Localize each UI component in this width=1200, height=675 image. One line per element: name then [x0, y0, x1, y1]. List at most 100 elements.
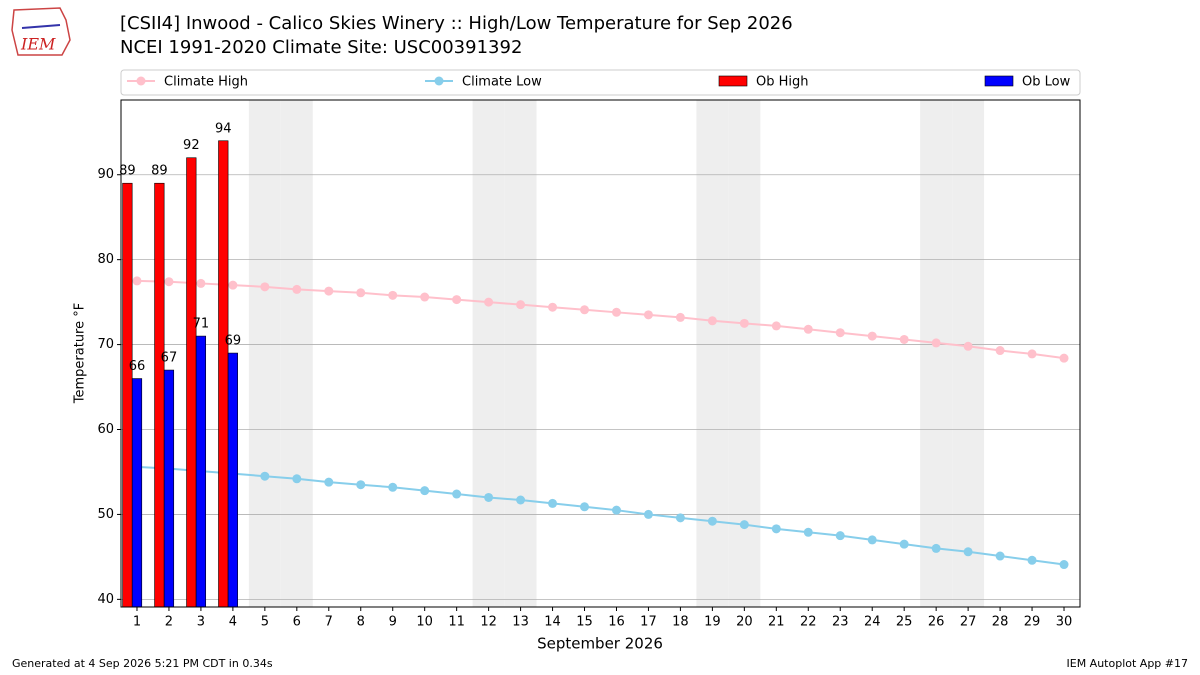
point	[388, 482, 398, 492]
data-label: 67	[161, 351, 178, 366]
bar	[122, 182, 133, 607]
y-tick-label: 90	[97, 167, 114, 182]
x-tick-label: 25	[896, 615, 913, 630]
data-label: 69	[225, 334, 242, 349]
point	[484, 492, 494, 502]
y-axis-label: Temperature °F	[73, 303, 88, 404]
point	[739, 318, 749, 328]
x-tick-label: 1	[133, 615, 141, 630]
weekend-band	[952, 100, 985, 607]
point	[452, 295, 462, 305]
x-tick-label: 12	[480, 615, 497, 630]
legend-label: Climate Low	[462, 75, 542, 90]
point	[452, 489, 462, 499]
x-tick-label: 18	[672, 615, 689, 630]
point	[164, 277, 174, 287]
x-tick-label: 4	[229, 615, 237, 630]
logo-outline	[11, 7, 71, 56]
point	[228, 280, 238, 290]
point	[420, 486, 430, 496]
data-label: 89	[151, 164, 168, 179]
footer-left: Generated at 4 Sep 2026 5:21 PM CDT in 0…	[12, 657, 273, 670]
point	[260, 471, 270, 481]
point	[675, 513, 685, 523]
weekend-band	[472, 100, 505, 607]
chart-subtitle: NCEI 1991-2020 Climate Site: USC00391392	[120, 37, 522, 58]
point	[132, 276, 142, 286]
bar	[186, 157, 197, 607]
bar	[154, 182, 165, 607]
weekend-band	[504, 100, 537, 607]
x-tick-label: 5	[261, 615, 269, 630]
x-tick-label: 30	[1056, 615, 1073, 630]
x-tick-label: 6	[293, 615, 301, 630]
weekend-band	[920, 100, 953, 607]
point	[388, 290, 398, 300]
weekend-band	[280, 100, 313, 607]
point	[420, 292, 430, 302]
point	[771, 321, 781, 331]
point	[835, 328, 845, 338]
point	[867, 331, 877, 341]
point	[324, 477, 334, 487]
point	[1059, 353, 1069, 363]
x-tick-label: 24	[864, 615, 881, 630]
y-tick-label: 80	[97, 252, 114, 267]
logo-line	[21, 24, 61, 29]
point	[963, 547, 973, 557]
point	[611, 505, 621, 515]
legend-label: Ob Low	[1022, 75, 1071, 90]
y-tick-label: 70	[97, 337, 114, 352]
bar	[131, 378, 143, 607]
y-tick-label: 60	[97, 422, 114, 437]
bar	[227, 352, 238, 607]
x-tick-label: 11	[448, 615, 465, 630]
x-tick-label: 28	[992, 615, 1009, 630]
point	[675, 312, 685, 322]
weekend-band	[728, 100, 761, 607]
weekend-band	[248, 100, 281, 607]
point	[643, 310, 653, 320]
point	[931, 338, 941, 348]
chart-title: [CSII4] Inwood - Calico Skies Winery :: …	[120, 13, 793, 34]
point	[739, 520, 749, 530]
point	[707, 316, 717, 326]
point	[516, 495, 526, 505]
legend-marker	[136, 76, 146, 86]
x-tick-label: 10	[416, 615, 433, 630]
weekend-band	[696, 100, 729, 607]
point	[867, 535, 877, 545]
data-label: 66	[129, 359, 146, 374]
x-tick-label: 19	[704, 615, 721, 630]
y-tick-label: 50	[97, 507, 114, 522]
x-axis-label: September 2026	[537, 635, 663, 653]
x-tick-label: 16	[608, 615, 625, 630]
point	[580, 502, 590, 512]
footer-right: IEM Autoplot App #17	[1067, 657, 1189, 670]
x-tick-label: 20	[736, 615, 753, 630]
point	[1059, 560, 1069, 570]
plot-frame	[120, 99, 1081, 608]
bar	[195, 335, 207, 607]
x-tick-label: 23	[832, 615, 849, 630]
point	[963, 341, 973, 351]
data-label: 92	[183, 138, 200, 153]
point	[484, 297, 494, 307]
x-tick-label: 13	[512, 615, 529, 630]
point	[931, 543, 941, 553]
x-tick-label: 27	[960, 615, 977, 630]
x-tick-label: 15	[576, 615, 593, 630]
point	[516, 300, 526, 310]
x-tick-label: 3	[197, 615, 205, 630]
x-tick-label: 2	[165, 615, 173, 630]
legend-label: Ob High	[756, 75, 809, 90]
line	[136, 279, 1065, 360]
legend-label: Climate High	[164, 75, 248, 90]
line	[136, 465, 1065, 566]
point	[292, 284, 302, 294]
data-label: 94	[215, 121, 232, 136]
bar	[163, 369, 175, 607]
point	[995, 346, 1005, 356]
point	[803, 324, 813, 334]
x-tick-label: 7	[325, 615, 333, 630]
